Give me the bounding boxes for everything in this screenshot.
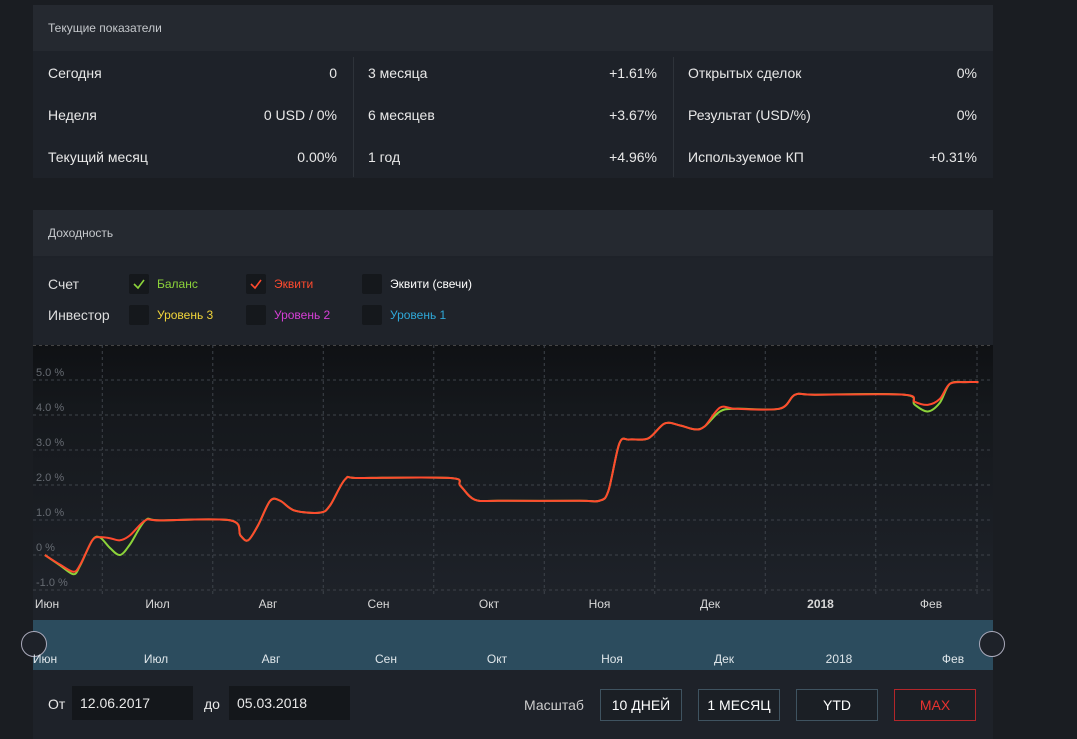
toggle-label[interactable]: Эквити [274,277,314,291]
stat-value: 0% [956,107,977,123]
checkbox[interactable] [129,305,149,325]
stat-label: 3 месяца [368,65,428,81]
toggle-label[interactable]: Уровень 1 [390,308,447,322]
toggle-label[interactable]: Уровень 3 [157,308,214,322]
x-tick-label: Фев [920,597,942,611]
x-tick-label: Сен [368,597,390,611]
scale-button[interactable]: 1 МЕСЯЦ [698,689,780,721]
y-tick-label: -1.0 % [36,577,68,589]
nav-handle[interactable] [979,631,1005,657]
divider [673,57,674,177]
series-line [44,380,979,573]
x-tick-label: Дек [700,597,721,611]
stats-title: Текущие показатели [33,5,993,51]
check-mark [250,279,262,290]
from-input[interactable]: 12.06.2017 [72,686,193,720]
x-tick-label: 2018 [807,597,834,611]
y-tick-label: 2.0 % [36,472,64,484]
stat-value: +3.67% [609,107,657,123]
checkbox[interactable] [362,305,382,325]
stat-label: Неделя [48,107,97,123]
scale-button[interactable]: 10 ДНЕЙ [600,689,682,721]
navigator-label: Дек [713,652,735,666]
y-tick-label: 5.0 % [36,367,64,379]
y-tick-label: 1.0 % [36,507,64,519]
checkbox[interactable] [246,274,266,294]
stat-value: 0% [956,65,977,81]
scale-label: Масштаб [524,697,584,713]
toggle-label[interactable]: Уровень 2 [274,308,331,322]
stat-label: 6 месяцев [368,107,435,123]
to-label: до [204,696,220,712]
chart: -1.0 % 0 % 1.0 % 2.0 % 3.0 % 4.0 % 5.0 % Июн Июл… [33,345,993,611]
checkbox[interactable] [362,274,382,294]
from-label: От [48,696,66,712]
navigator-label: Июл [143,652,169,666]
stat-value: 0 [329,65,337,81]
x-tick-label: Окт [479,597,500,611]
stat-label: Сегодня [48,65,102,81]
checkbox[interactable] [246,305,266,325]
to-input[interactable]: 05.03.2018 [229,686,350,720]
performance-title: Доходность [33,210,993,256]
stat-label: Открытых сделок [688,65,802,81]
toggle-label[interactable]: Эквити (свечи) [390,277,472,291]
stat-value: +0.31% [929,149,977,165]
checkbox[interactable] [129,274,149,294]
x-tick-label: Июн [35,597,59,611]
scale-button[interactable]: YTD [796,689,878,721]
stat-value: 0.00% [297,149,337,165]
navigator-label: Сен [375,652,397,666]
stat-label: Используемое КП [688,149,804,165]
navigator-label: Июн [32,652,58,666]
stats-panel: Текущие показатели Сегодня 0% Неделя 0% Теку… [33,5,993,178]
toggle-area [33,258,993,345]
stat-label: 1 год [368,149,401,165]
y-tick-label: 4.0 % [36,402,64,414]
y-tick-label: 3.0 % [36,437,64,449]
navigator-label: Фев [941,652,965,666]
stat-label: Результат (USD/%) [688,107,811,123]
stat-label: Текущий месяц [48,149,148,165]
investor-label: Инвестор [48,307,110,323]
navigator-label: 2018 [825,652,853,666]
y-tick-label: 0 % [36,542,55,554]
nav-handle[interactable] [21,631,47,657]
scale-button[interactable]: MAX [894,689,976,721]
navigator-label: Ноя [601,652,623,666]
toggle-label[interactable]: Баланс [157,277,198,291]
account-label: Счет [48,276,79,292]
stat-value: +1.61% [609,65,657,81]
stat-value: +4.96% [609,149,657,165]
check-mark [133,279,145,290]
x-tick-label: Авг [259,597,278,611]
stat-value: 0 USD / 0% [263,107,337,123]
plot-background [33,345,993,597]
divider [353,57,354,177]
x-tick-label: Июл [145,597,169,611]
x-tick-label: Ноя [589,597,611,611]
navigator-label: Окт [486,652,508,666]
navigator-label: Авг [261,652,281,666]
navigator [33,620,993,670]
